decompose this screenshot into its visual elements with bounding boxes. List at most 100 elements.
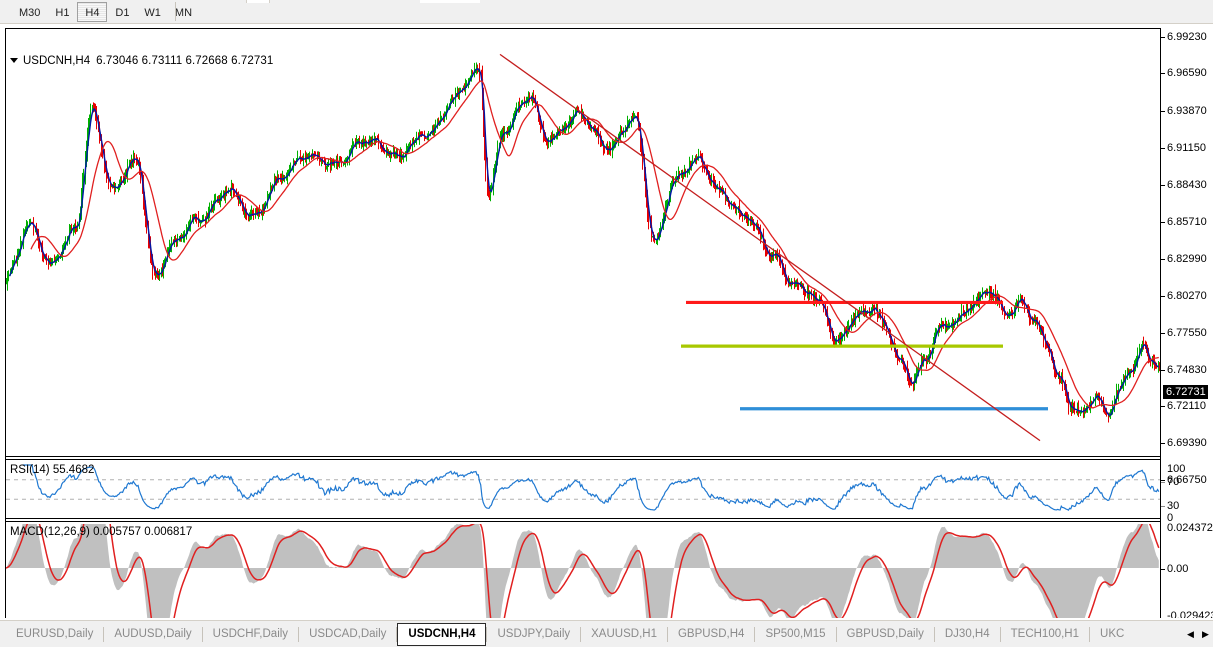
chevron-left-icon[interactable]: ◀ — [1187, 629, 1194, 639]
price-scale-tick — [1161, 111, 1165, 112]
timeframe-button-h4[interactable]: H4 — [77, 2, 108, 22]
toolbar-separator — [175, 2, 176, 21]
timeframe-button-group: 5 M30 H1 H4 D1 W1 MN — [0, 1, 199, 23]
timeframe-button-5[interactable]: 5 — [0, 2, 12, 22]
macd-histogram — [6, 524, 1159, 618]
tab-divider — [103, 626, 105, 642]
rsi-scale-tick — [1161, 482, 1165, 483]
macd-scale-label: 0.00 — [1167, 563, 1189, 575]
timeframe-toolbar: 5 M30 H1 H4 D1 W1 MN — [0, 0, 1213, 24]
chart-tab-bar[interactable]: EURUSD,Daily AUDUSD,Daily USDCHF,Daily USDC… — [0, 620, 1213, 647]
chart-ohlc-values: 6.73046 6.73111 6.72668 6.72731 — [96, 55, 274, 67]
price-scale-tick — [1161, 406, 1165, 407]
price-scale-tick — [1161, 259, 1165, 260]
price-scale-tick — [1161, 296, 1165, 297]
timeframe-button-m30[interactable]: M30 — [19, 7, 41, 19]
macd-pane[interactable] — [6, 524, 1160, 618]
price-scale-axis[interactable]: 6.99230 6.96590 6.93870 6.91150 6.88430 6.857… — [1160, 28, 1213, 622]
price-scale-tick — [1161, 480, 1165, 481]
chart-symbol-header[interactable]: USDCNH,H4 6.73046 6.73111 6.72668 6.72731 — [10, 55, 273, 67]
rsi-pane[interactable] — [6, 462, 1160, 518]
chart-tab-audusd-daily[interactable]: AUDUSD,Daily — [114, 627, 192, 640]
timeframe-button-d1[interactable]: D1 — [115, 7, 130, 19]
price-scale-label: 6.99230 — [1167, 31, 1207, 43]
timeframe-button-w1[interactable]: W1 — [144, 7, 161, 19]
price-scale-label: 6.77550 — [1167, 327, 1207, 339]
chevron-right-icon[interactable]: ▶ — [1202, 629, 1209, 639]
chart-tab-usdcad-daily[interactable]: USDCAD,Daily — [309, 627, 387, 640]
price-scale-label: 6.82990 — [1167, 253, 1207, 265]
price-scale-label: 6.85710 — [1167, 216, 1207, 228]
rsi-line — [22, 464, 1160, 512]
rsi-indicator-label[interactable]: RSI(14) 55.4682 — [10, 464, 95, 476]
price-plot — [6, 53, 1160, 442]
tab-divider — [1089, 626, 1091, 642]
rsi-scale-label: 70 — [1167, 476, 1180, 488]
tab-divider — [396, 626, 398, 642]
price-scale-label: 6.69390 — [1167, 437, 1207, 449]
tab-divider — [999, 626, 1001, 642]
price-scale-tick — [1161, 333, 1165, 334]
chart-tab-xauusd-h1[interactable]: XAUUSD,H1 — [591, 627, 657, 640]
tab-divider — [933, 626, 935, 642]
tab-divider — [754, 626, 756, 642]
chart-canvas-area[interactable]: USDCNH,H4 6.73046 6.73111 6.72668 6.72731… — [0, 24, 1213, 622]
price-scale-tick — [1161, 443, 1165, 444]
price-scale-tick — [1161, 73, 1165, 74]
chart-tab-dj30-h4[interactable]: DJ30,H4 — [944, 627, 990, 640]
timeframe-button-h1[interactable]: H1 — [55, 7, 70, 19]
price-scale-label: 6.72110 — [1167, 400, 1206, 412]
macd-scale-label: 0.024372 — [1167, 522, 1213, 534]
tabbar-scroll-controls[interactable]: ◀ ▶ — [1181, 621, 1213, 647]
macd-zero-tick — [1161, 569, 1165, 570]
price-pane[interactable] — [6, 52, 1160, 456]
tab-divider — [486, 626, 488, 642]
price-scale-tick — [1161, 222, 1165, 223]
current-price-tag: 6.72731 — [1163, 385, 1208, 399]
price-scale-label: 6.74830 — [1167, 364, 1207, 376]
chart-tab-ukc[interactable]: UKC — [1100, 627, 1125, 640]
chart-tab-gbpusd-h4[interactable]: GBPUSD,H4 — [677, 627, 745, 640]
chart-tab-usdchf-daily[interactable]: USDCHF,Daily — [212, 627, 289, 640]
toolbar-grip-notch — [246, 0, 270, 3]
price-scale-tick — [1161, 370, 1165, 371]
tab-divider — [201, 626, 203, 642]
price-scale-label: 6.80270 — [1167, 290, 1207, 302]
rsi-scale-label: 0 — [1167, 512, 1174, 524]
chart-tab-gbpusd-daily[interactable]: GBPUSD,Daily — [846, 627, 924, 640]
tab-divider — [835, 626, 837, 642]
chart-tab-sp500-m15[interactable]: SP500,M15 — [765, 627, 826, 640]
price-scale-tick — [1161, 185, 1165, 186]
tab-divider — [580, 626, 582, 642]
price-scale-tick — [1161, 37, 1165, 38]
rsi-scale-label: 100 — [1167, 463, 1186, 475]
price-scale-tick — [1161, 148, 1165, 149]
pane-separator-rsi-macd — [6, 518, 1200, 519]
macd-indicator-label[interactable]: MACD(12,26,9) 0.005757 0.006817 — [10, 526, 193, 538]
chart-tab-usdcnh-h4[interactable]: USDCNH,H4 — [397, 622, 487, 646]
toolbar-gap — [420, 0, 480, 3]
rsi-scale-label: 30 — [1167, 500, 1180, 512]
price-scale-label: 6.96590 — [1167, 67, 1207, 79]
price-scale-label: 6.91150 — [1167, 142, 1206, 154]
tab-divider — [298, 626, 300, 642]
chart-tab-usdjpy-daily[interactable]: USDJPY,Daily — [497, 627, 571, 640]
price-scale-label: 6.88430 — [1167, 179, 1207, 191]
pane-separator-price-rsi-2 — [6, 459, 1200, 460]
rsi-scale-tick — [1161, 506, 1165, 507]
pane-separator-rsi-macd-2 — [6, 521, 1200, 522]
chart-symbol-label: USDCNH,H4 — [23, 55, 91, 67]
chart-tab-tech100-h1[interactable]: TECH100,H1 — [1010, 627, 1080, 640]
descending-trendline — [499, 53, 1041, 442]
tab-divider — [666, 626, 668, 642]
chart-tab-eurusd-daily[interactable]: EURUSD,Daily — [16, 627, 94, 640]
macd-signal-line — [6, 524, 1160, 618]
price-scale-label: 6.66750 — [1167, 474, 1207, 486]
macd-plot — [6, 524, 1160, 618]
pane-separator-price-rsi — [6, 456, 1200, 457]
rsi-plot — [6, 464, 1160, 512]
timeframe-button-mn[interactable]: MN — [174, 7, 193, 19]
price-scale-label: 6.93870 — [1167, 105, 1207, 117]
triangle-down-icon[interactable] — [10, 58, 18, 64]
